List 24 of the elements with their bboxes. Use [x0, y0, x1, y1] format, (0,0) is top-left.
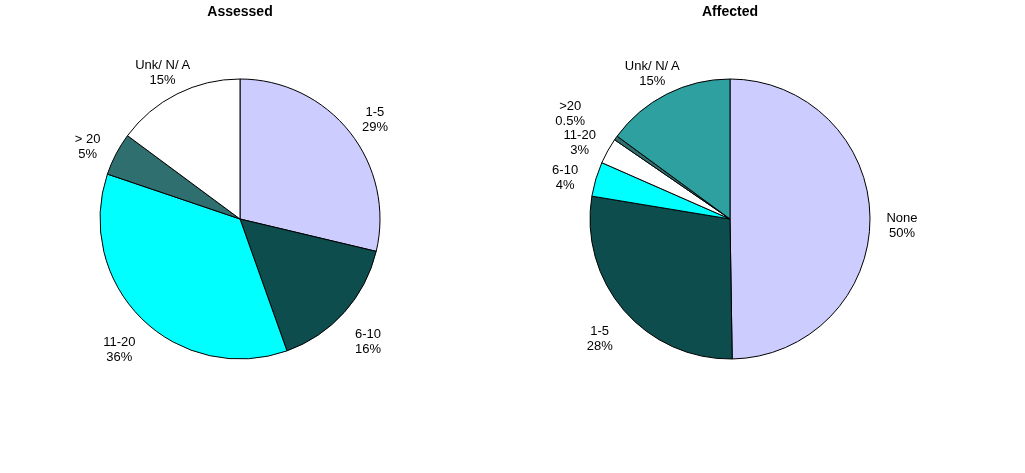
slice-label: > 20 [74, 131, 101, 147]
slice-label: >20 [559, 97, 582, 113]
data-label: 15% [639, 72, 666, 88]
slice-label: 1-5 [365, 104, 385, 120]
data-label: 16% [355, 340, 382, 356]
slice-label: Unk/ N/ A [624, 57, 681, 73]
data-label: 3% [570, 142, 590, 158]
slice-label: 6-10 [355, 325, 382, 341]
chart-title: Affected [701, 3, 759, 19]
slice-label: 6-10 [552, 161, 579, 177]
data-label: 0.5% [555, 112, 586, 128]
data-label: 4% [555, 176, 575, 192]
data-label: 5% [78, 146, 98, 162]
data-label: 36% [106, 348, 133, 364]
slice-label: 11-20 [103, 333, 136, 349]
data-label: 50% [888, 224, 916, 240]
data-label: 28% [586, 338, 614, 354]
data-label: 15% [149, 72, 177, 88]
data-label: 29% [361, 119, 389, 135]
slice-label: None [886, 209, 918, 225]
slice-label: Unk/ N/ A [135, 57, 191, 73]
slice-label: 11-20 [563, 127, 596, 143]
chart-title: Assessed [207, 3, 273, 19]
slice-label: 1-5 [590, 323, 610, 339]
